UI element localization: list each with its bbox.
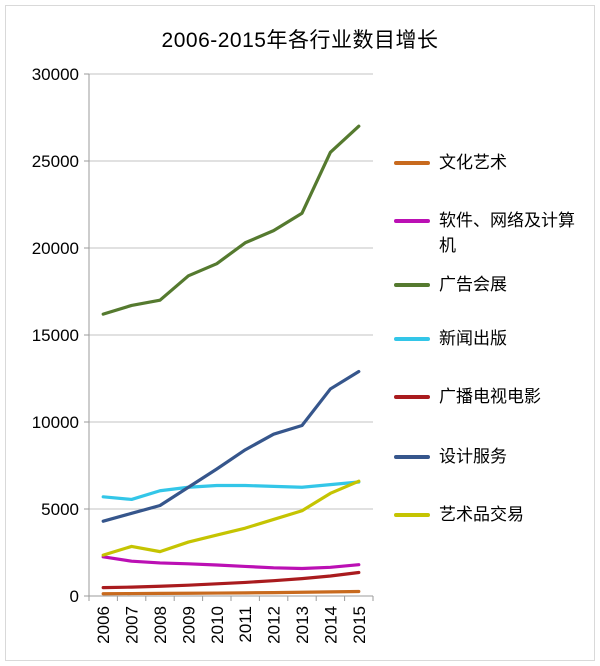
- x-tick-label: 2013: [293, 606, 312, 644]
- chart-title: 2006-2015年各行业数目增长: [161, 29, 439, 52]
- legend-label: 艺术品交易: [439, 505, 524, 524]
- legend-item: 广告会展: [394, 272, 589, 297]
- y-tick-label: 0: [70, 587, 79, 606]
- x-tick-label: 2006: [94, 606, 113, 644]
- legend-line-swatch: [394, 337, 430, 341]
- y-tick-label: 30000: [32, 65, 79, 84]
- legend: 文化艺术软件、网络及计算机广告会展新闻出版广播电视电影 设计服务艺术品交易: [394, 0, 594, 666]
- y-tick-label: 25000: [32, 152, 79, 171]
- x-tick-label: 2008: [151, 606, 170, 644]
- legend-line-swatch: [394, 513, 430, 517]
- legend-item: 文化艺术: [394, 150, 589, 175]
- legend-label: 设计服务: [439, 447, 507, 466]
- legend-line-swatch: [394, 395, 430, 399]
- legend-label: 文化艺术: [439, 153, 507, 172]
- series-line: [101, 369, 361, 523]
- x-tick-label: 2015: [350, 606, 369, 644]
- legend-line-swatch: [394, 455, 430, 459]
- x-tick-label: 2010: [208, 606, 227, 644]
- legend-item: 艺术品交易: [394, 502, 589, 527]
- y-tick-label: 5000: [41, 500, 79, 519]
- y-tick-label: 20000: [32, 239, 79, 258]
- series-line: [101, 555, 361, 571]
- legend-item: 新闻出版: [394, 326, 589, 351]
- legend-label: 广告会展: [439, 275, 507, 294]
- legend-line-swatch: [394, 283, 430, 287]
- legend-item: 软件、网络及计算机: [394, 208, 589, 258]
- x-tick-label: 2012: [265, 606, 284, 644]
- series-line: [101, 124, 361, 316]
- x-tick-label: 2011: [236, 606, 255, 643]
- legend-item: 设计服务: [394, 444, 589, 469]
- series-line: [101, 570, 361, 590]
- legend-line-swatch: [394, 161, 430, 165]
- legend-line-swatch: [394, 219, 430, 223]
- series-line: [101, 479, 361, 557]
- y-tick-label: 15000: [32, 326, 79, 345]
- x-tick-label: 2009: [179, 606, 198, 644]
- y-tick-label: 10000: [32, 413, 79, 432]
- legend-label: 广播电视电影: [439, 387, 541, 406]
- x-tick-label: 2007: [123, 606, 142, 644]
- series-line: [101, 589, 361, 596]
- legend-label: 软件、网络及计算机: [439, 211, 575, 255]
- legend-label: 新闻出版: [439, 329, 507, 348]
- x-tick-label: 2014: [321, 606, 340, 644]
- series-line: [101, 480, 361, 502]
- legend-item: 广播电视电影: [394, 384, 589, 409]
